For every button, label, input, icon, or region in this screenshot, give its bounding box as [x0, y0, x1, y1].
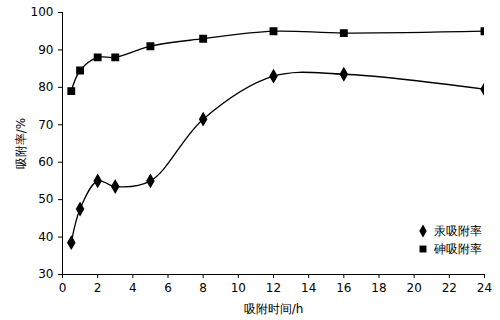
svg-text:22: 22 [442, 281, 457, 295]
svg-text:30: 30 [38, 267, 53, 281]
svg-text:6: 6 [164, 281, 172, 295]
svg-text:14: 14 [301, 281, 316, 295]
svg-text:8: 8 [199, 281, 207, 295]
svg-text:100: 100 [31, 5, 54, 19]
svg-text:80: 80 [38, 80, 53, 94]
svg-text:18: 18 [371, 281, 386, 295]
svg-text:60: 60 [38, 155, 53, 169]
svg-text:吸附时间/h: 吸附时间/h [244, 302, 304, 316]
svg-text:12: 12 [266, 281, 281, 295]
svg-text:0: 0 [59, 281, 67, 295]
html-text:汞吸附率: 汞吸附率 [434, 223, 482, 238]
svg-text:50: 50 [38, 192, 53, 206]
svg-text:16: 16 [336, 281, 351, 295]
svg-text:吸附率/%: 吸附率/% [14, 118, 28, 169]
svg-text:4: 4 [129, 281, 137, 295]
svg-text:24: 24 [477, 281, 492, 295]
svg-text:40: 40 [38, 230, 53, 244]
svg-text:70: 70 [38, 118, 53, 132]
svg-text:10: 10 [231, 281, 246, 295]
svg-text:2: 2 [94, 281, 102, 295]
svg-text:20: 20 [407, 281, 422, 295]
svg-text:90: 90 [38, 43, 53, 57]
html-text:砷吸附率: 砷吸附率 [434, 241, 482, 256]
